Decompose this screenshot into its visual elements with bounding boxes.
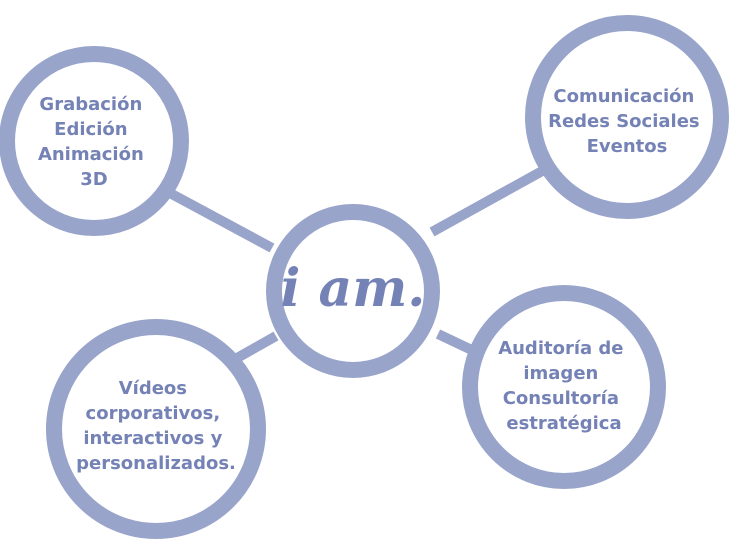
node-videos-line-3: interactivos y xyxy=(83,428,222,449)
node-videos: Vídeos corporativos, interactivos y pers… xyxy=(46,319,266,539)
svg-text:Vídeos corporativos,: Vídeos corporativos, interactivos y pers… xyxy=(76,378,236,474)
node-communication-line-1: Comunicación xyxy=(553,86,694,107)
node-communication-line-2: Redes Sociales xyxy=(548,111,700,132)
node-videos-line-4: personalizados. xyxy=(76,453,236,474)
node-consulting-line-4: estratégica xyxy=(506,413,621,434)
node-production-line-4: 3D xyxy=(80,169,107,190)
svg-text:Grabación Edición: Grabación Edición Animación 3D xyxy=(38,94,150,190)
node-communication: Comunicación Redes Sociales Eventos xyxy=(525,15,729,219)
node-videos-ring xyxy=(46,319,266,539)
node-consulting-line-1: Auditoría de xyxy=(498,338,623,359)
node-consulting-line-3: Consultoría xyxy=(503,388,619,409)
node-videos-line-1: Vídeos xyxy=(119,378,187,399)
node-consulting-line-2: imagen xyxy=(523,363,598,384)
node-videos-line-2: corporativos, xyxy=(86,403,221,424)
node-communication-ring xyxy=(525,15,729,219)
node-production: Grabación Edición Animación 3D xyxy=(0,46,189,236)
node-production-ring xyxy=(0,46,189,236)
connector-top-right xyxy=(429,165,547,237)
svg-text:Auditoría de imagen: Auditoría de imagen Consultoría estratég… xyxy=(498,338,630,434)
node-production-line-3: Animación xyxy=(38,144,144,165)
center-node-ring xyxy=(266,204,440,378)
node-production-line-1: Grabación xyxy=(39,94,142,115)
node-consulting: Auditoría de imagen Consultoría estratég… xyxy=(462,285,666,489)
center-logo-text: i am. xyxy=(281,258,426,319)
node-communication-line-3: Eventos xyxy=(587,136,668,157)
node-consulting-ring xyxy=(462,285,666,489)
svg-text:Comunicación Redes Socia: Comunicación Redes Sociales Eventos xyxy=(548,86,706,157)
center-node: i am. xyxy=(266,204,440,378)
node-production-line-2: Edición xyxy=(54,119,127,140)
connector-top-left xyxy=(165,187,275,253)
